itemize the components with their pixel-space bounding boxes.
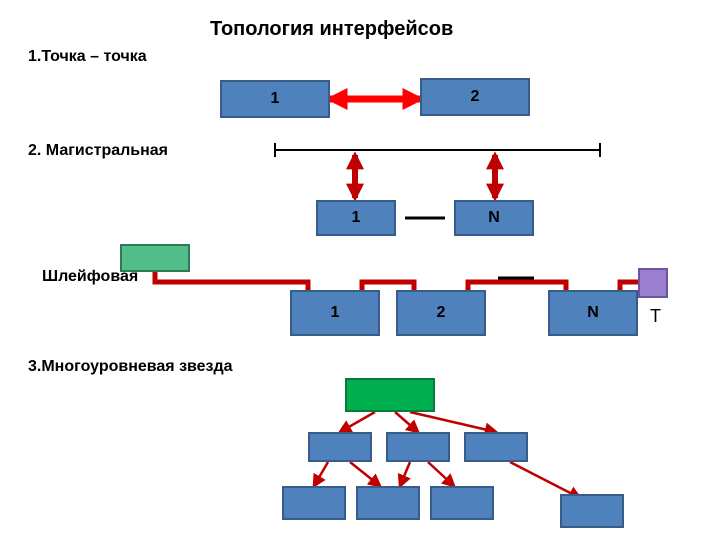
bus-node-1: 1: [316, 200, 396, 236]
daisy-terminator: [638, 268, 668, 298]
section-label-star: 3.Многоуровневая звезда: [28, 358, 233, 376]
daisy-node-2: 2: [396, 290, 486, 336]
bus-node-n: N: [454, 200, 534, 236]
daisy-node-n: N: [548, 290, 638, 336]
terminator-label: T: [650, 306, 661, 327]
section-label-daisy: Шлейфовая: [42, 268, 138, 286]
star-root: [345, 378, 435, 412]
daisy-node-1: 1: [290, 290, 380, 336]
star-l2-node-2: [356, 486, 420, 520]
page-title: Топология интерфейсов: [210, 18, 453, 41]
star-l2-node-1: [282, 486, 346, 520]
star-l2-node-4: [560, 494, 624, 528]
star-l1-node-1: [308, 432, 372, 462]
star-l1-node-2: [386, 432, 450, 462]
section-label-bus: 2. Магистральная: [28, 142, 168, 160]
ptp-node-1: 1: [220, 80, 330, 118]
ptp-node-2: 2: [420, 78, 530, 116]
star-l2-node-3: [430, 486, 494, 520]
star-l1-node-3: [464, 432, 528, 462]
section-label-ptp: 1.Точка – точка: [28, 48, 147, 66]
